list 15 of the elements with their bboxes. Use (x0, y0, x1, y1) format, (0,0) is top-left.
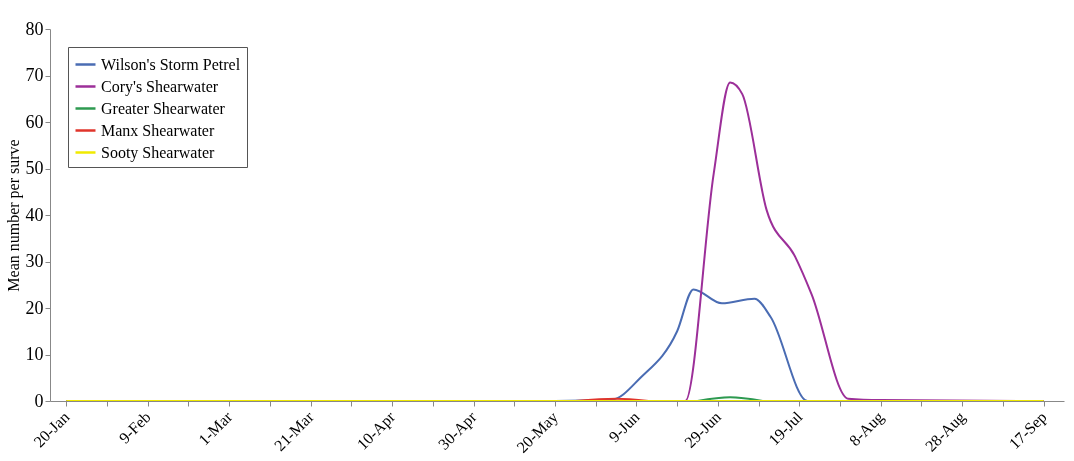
y-tick-label: 50 (25, 158, 44, 178)
legend-label: Manx Shearwater (101, 121, 215, 139)
y-tick-label: 10 (25, 344, 44, 364)
y-tick-label: 60 (25, 111, 44, 132)
y-tick-label: 70 (25, 65, 44, 85)
y-tick-label: 80 (25, 18, 44, 39)
legend-label: Wilson's Storm Petrel (101, 55, 241, 73)
legend-label: Cory's Shearwater (101, 77, 219, 96)
legend-label: Greater Shearwater (101, 99, 226, 117)
y-tick-label: 30 (25, 251, 44, 271)
legend-label: Sooty Shearwater (101, 143, 215, 162)
y-tick-label: 20 (25, 297, 44, 318)
y-tick-label: 40 (25, 204, 44, 225)
y-tick-label: 0 (34, 390, 44, 411)
y-axis-title: Mean number per surve (4, 139, 23, 292)
